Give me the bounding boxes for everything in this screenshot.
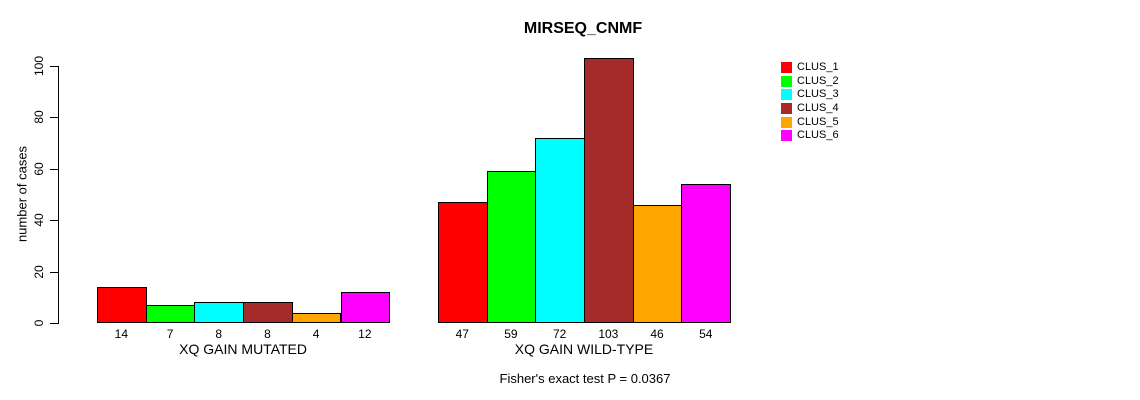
legend-item-label: CLUS_4 (797, 102, 839, 115)
bar (486, 171, 537, 323)
legend-item: CLUS_3 (781, 88, 839, 102)
legend-swatch (781, 75, 792, 87)
bar (291, 312, 342, 323)
bar-value-label: 59 (504, 327, 518, 341)
legend-swatch (781, 116, 792, 128)
y-tick (50, 168, 58, 170)
y-tick-label: 20 (32, 264, 46, 279)
bar-value-label: 46 (650, 327, 664, 341)
legend-swatch (781, 103, 792, 115)
bar-value-label: 8 (215, 327, 223, 341)
bar-value-label: 7 (166, 327, 174, 341)
bar-value-label: 4 (312, 327, 320, 341)
x-group-label: XQ GAIN WILD-TYPE (514, 341, 654, 357)
bar (535, 137, 585, 323)
legend-item: CLUS_4 (781, 102, 839, 116)
legend-swatch (781, 130, 792, 142)
bar-value-label: 8 (264, 327, 271, 341)
bar-value-label: 103 (598, 327, 619, 341)
bar-value-label: 54 (699, 327, 713, 341)
legend-item: CLUS_6 (781, 129, 839, 143)
y-tick (50, 220, 58, 222)
bar-value-label: 14 (114, 327, 129, 341)
bar (632, 204, 683, 323)
y-tick-label: 60 (32, 162, 46, 176)
legend-item-label: CLUS_6 (797, 129, 839, 142)
bar (584, 58, 634, 323)
legend-item: CLUS_2 (781, 75, 839, 89)
chart-title: MIRSEQ_CNMF (523, 20, 643, 37)
bar (145, 305, 196, 323)
y-tick (50, 323, 58, 324)
bar (97, 287, 147, 323)
y-axis-line (58, 66, 59, 324)
bar (340, 292, 391, 323)
legend-item: CLUS_1 (781, 61, 839, 75)
y-axis-label: number of cases (14, 145, 30, 243)
legend-item-label: CLUS_2 (797, 74, 839, 87)
bar-value-label: 12 (358, 327, 372, 341)
y-tick-label: 40 (32, 213, 46, 227)
x-group-label: XQ GAIN MUTATED (179, 341, 308, 357)
annotation-text: Fisher's exact test P = 0.0367 (499, 371, 671, 386)
legend-item-label: CLUS_3 (797, 88, 839, 101)
legend-swatch (781, 89, 792, 101)
bar-value-label: 72 (552, 327, 567, 341)
y-tick (50, 66, 58, 67)
y-tick-label: 0 (32, 319, 46, 327)
legend-swatch (781, 62, 792, 74)
y-tick-label: 100 (32, 55, 46, 77)
bar (194, 302, 245, 323)
y-tick (50, 117, 58, 119)
bar (243, 302, 293, 323)
y-tick (50, 271, 58, 273)
bar (437, 202, 488, 323)
y-tick-label: 80 (32, 110, 46, 125)
legend: CLUS_1 CLUS_2 CLUS_3 CLUS_4 CLUS_5 CLUS_6 (781, 61, 839, 143)
bar-value-label: 47 (455, 327, 469, 341)
legend-item-label: CLUS_5 (797, 115, 839, 128)
bar (681, 184, 732, 323)
legend-item: CLUS_5 (781, 115, 839, 129)
legend-item-label: CLUS_1 (797, 61, 839, 74)
